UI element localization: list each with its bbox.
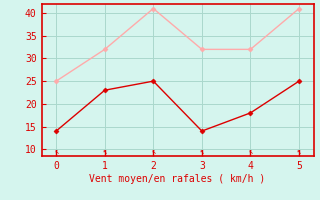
Text: ↖: ↖ [297, 147, 301, 156]
Text: ↖: ↖ [102, 147, 107, 156]
Text: ↖: ↖ [200, 147, 204, 156]
Text: ↖: ↖ [151, 147, 156, 156]
Text: ↖: ↖ [54, 147, 59, 156]
X-axis label: Vent moyen/en rafales ( km/h ): Vent moyen/en rafales ( km/h ) [90, 174, 266, 184]
Text: ↖: ↖ [248, 147, 253, 156]
